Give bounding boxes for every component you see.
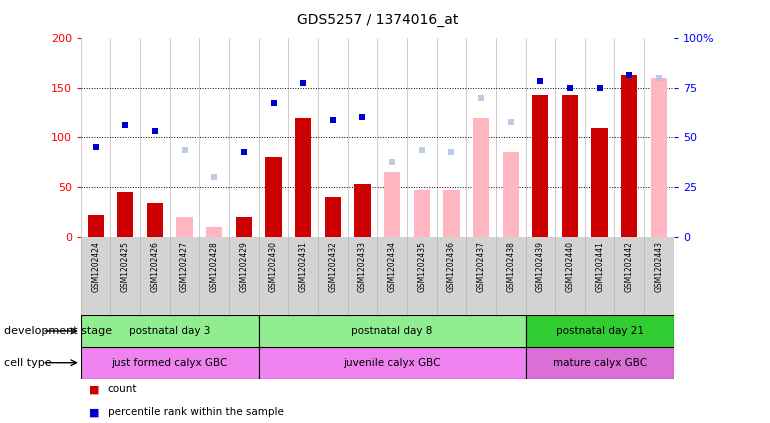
Text: percentile rank within the sample: percentile rank within the sample: [108, 407, 283, 418]
Text: cell type: cell type: [4, 358, 52, 368]
Text: GSM1202438: GSM1202438: [506, 241, 515, 292]
Text: just formed calyx GBC: just formed calyx GBC: [112, 358, 228, 368]
Text: ■: ■: [89, 384, 99, 394]
Bar: [525, 347, 674, 379]
Bar: [525, 315, 674, 347]
Text: count: count: [108, 384, 137, 394]
Text: GDS5257 / 1374016_at: GDS5257 / 1374016_at: [296, 14, 458, 27]
Text: GSM1202440: GSM1202440: [565, 241, 574, 292]
Bar: [117, 192, 133, 237]
Text: GSM1202432: GSM1202432: [328, 241, 337, 292]
Text: juvenile calyx GBC: juvenile calyx GBC: [343, 358, 441, 368]
Bar: [266, 157, 282, 237]
Bar: [591, 128, 608, 237]
Text: GSM1202424: GSM1202424: [91, 241, 100, 292]
Bar: [81, 347, 259, 379]
Text: GSM1202430: GSM1202430: [269, 241, 278, 292]
Text: GSM1202434: GSM1202434: [387, 241, 397, 292]
Bar: [259, 315, 525, 347]
Bar: [176, 217, 192, 237]
Text: GSM1202428: GSM1202428: [209, 241, 219, 291]
Text: GSM1202439: GSM1202439: [536, 241, 545, 292]
Bar: [295, 118, 311, 237]
Bar: [325, 197, 341, 237]
Bar: [503, 152, 519, 237]
Text: GSM1202427: GSM1202427: [180, 241, 189, 292]
Bar: [532, 95, 548, 237]
Text: development stage: development stage: [4, 326, 112, 336]
Bar: [81, 315, 259, 347]
Bar: [88, 215, 104, 237]
Text: postnatal day 8: postnatal day 8: [351, 326, 433, 336]
Bar: [651, 78, 667, 237]
Text: GSM1202435: GSM1202435: [417, 241, 427, 292]
Text: GSM1202436: GSM1202436: [447, 241, 456, 292]
Bar: [562, 95, 578, 237]
Text: ■: ■: [89, 407, 99, 418]
Bar: [444, 190, 460, 237]
Bar: [147, 203, 163, 237]
Text: postnatal day 3: postnatal day 3: [129, 326, 210, 336]
Text: GSM1202431: GSM1202431: [299, 241, 308, 292]
Bar: [473, 118, 489, 237]
Bar: [259, 347, 525, 379]
Text: GSM1202425: GSM1202425: [121, 241, 130, 292]
Text: GSM1202433: GSM1202433: [358, 241, 367, 292]
Text: GSM1202437: GSM1202437: [477, 241, 486, 292]
Text: GSM1202443: GSM1202443: [654, 241, 664, 292]
Bar: [384, 172, 400, 237]
Text: GSM1202426: GSM1202426: [150, 241, 159, 292]
Text: postnatal day 21: postnatal day 21: [556, 326, 644, 336]
Text: GSM1202442: GSM1202442: [624, 241, 634, 292]
Bar: [354, 184, 370, 237]
Bar: [413, 190, 430, 237]
Text: GSM1202441: GSM1202441: [595, 241, 604, 292]
Text: mature calyx GBC: mature calyx GBC: [553, 358, 647, 368]
Bar: [206, 227, 223, 237]
Text: GSM1202429: GSM1202429: [239, 241, 249, 292]
Bar: [621, 75, 638, 237]
Bar: [236, 217, 252, 237]
